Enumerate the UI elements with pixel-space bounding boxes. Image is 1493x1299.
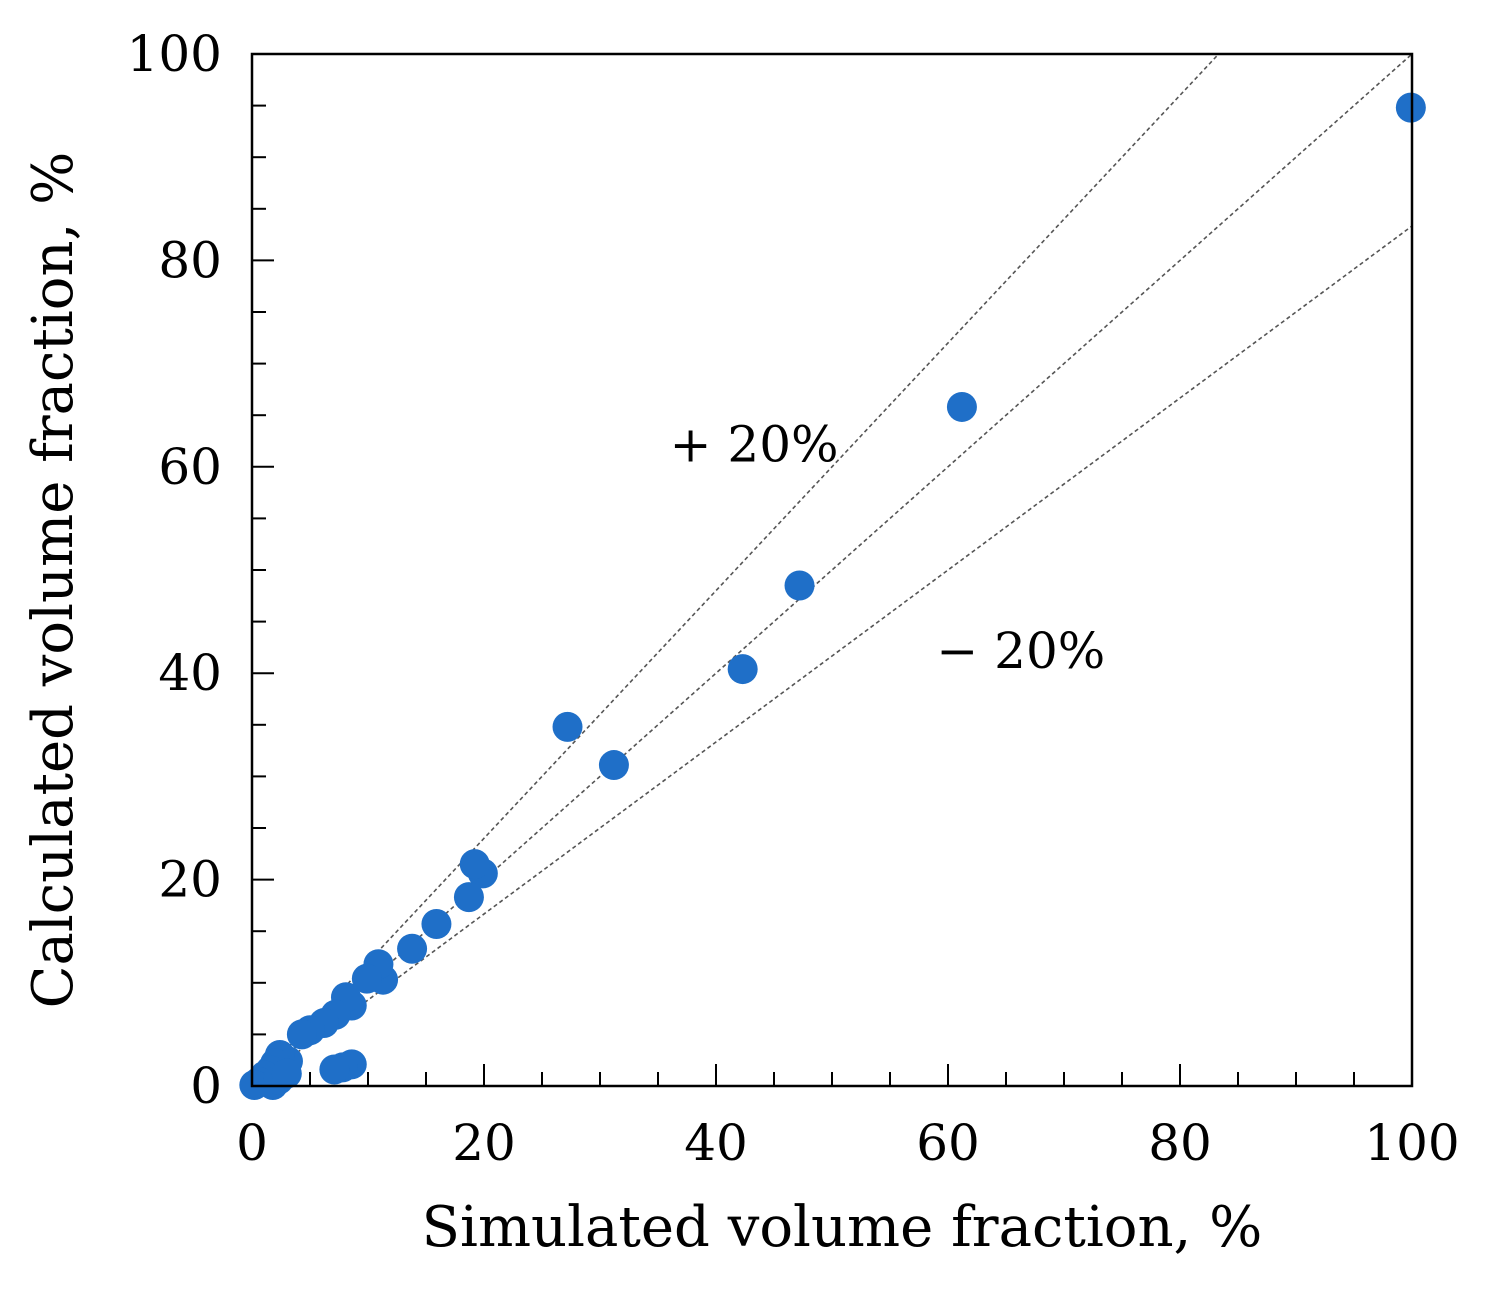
reference-lines [252, 54, 1412, 1086]
x-tick-label: 60 [916, 1114, 980, 1172]
data-point [351, 963, 382, 994]
y-tick-label: 100 [127, 25, 222, 83]
data-point [552, 711, 583, 742]
x-tick-label: 40 [684, 1114, 748, 1172]
reference-line-plus20pct [252, 54, 1220, 1086]
y-tick-label: 60 [158, 438, 222, 496]
data-point [784, 570, 815, 601]
data-points [239, 92, 1426, 1100]
data-point [453, 882, 484, 913]
data-point [319, 1054, 350, 1085]
axis-ticks [251, 53, 1413, 1087]
x-tick-label: 80 [1148, 1114, 1212, 1172]
reference-line-label: + 20% [670, 416, 839, 474]
data-point [286, 1019, 317, 1050]
x-tick-label: 20 [452, 1114, 516, 1172]
y-tick-label: 40 [158, 644, 222, 702]
reference-line-labels: + 20% − 20% [670, 416, 1106, 680]
y-tick-label: 20 [158, 851, 222, 909]
y-axis-label: Calculated volume fraction, % [21, 152, 86, 1009]
x-axis-label: Simulated volume fraction, % [422, 1195, 1263, 1260]
data-point [727, 654, 758, 685]
data-point [271, 1058, 302, 1089]
y-tick-label: 80 [158, 231, 222, 289]
data-point [459, 849, 490, 880]
x-tick-label: 100 [1364, 1114, 1459, 1172]
reference-line-label: − 20% [936, 622, 1105, 680]
x-tick-label: 0 [236, 1114, 268, 1172]
data-point [598, 750, 629, 781]
data-point [421, 908, 452, 939]
reference-line-minus20pct [252, 225, 1412, 1086]
data-point [397, 933, 428, 964]
tick-labels: 0 20 40 60 80 100 0 20 40 60 80 100 [127, 25, 1460, 1172]
y-tick-label: 0 [190, 1057, 222, 1115]
data-point [946, 391, 977, 422]
